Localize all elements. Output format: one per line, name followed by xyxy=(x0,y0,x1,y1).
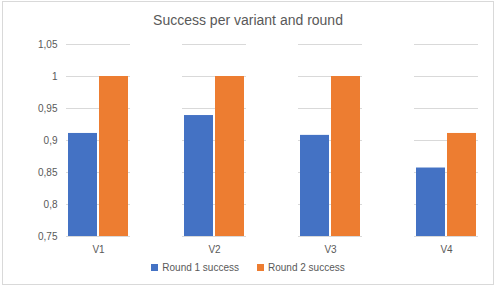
svg-text:0,9: 0,9 xyxy=(44,135,58,146)
svg-text:0,85: 0,85 xyxy=(38,167,58,178)
svg-text:1,05: 1,05 xyxy=(38,39,58,50)
html-text:Round 1 success: Round 1 success xyxy=(162,262,239,273)
svg-text:0,95: 0,95 xyxy=(38,103,58,114)
svg-text:V4: V4 xyxy=(440,244,453,255)
svg-text:V3: V3 xyxy=(324,244,337,255)
svg-text:0,75: 0,75 xyxy=(38,231,58,242)
svg-text:0,8: 0,8 xyxy=(44,199,58,210)
svg-text:1: 1 xyxy=(52,71,58,82)
html-text:Success per variant and round: Success per variant and round xyxy=(153,12,343,28)
svg-text:V2: V2 xyxy=(208,244,221,255)
html-text:Round 2 success: Round 2 success xyxy=(268,262,345,273)
svg-text:V1: V1 xyxy=(92,244,105,255)
